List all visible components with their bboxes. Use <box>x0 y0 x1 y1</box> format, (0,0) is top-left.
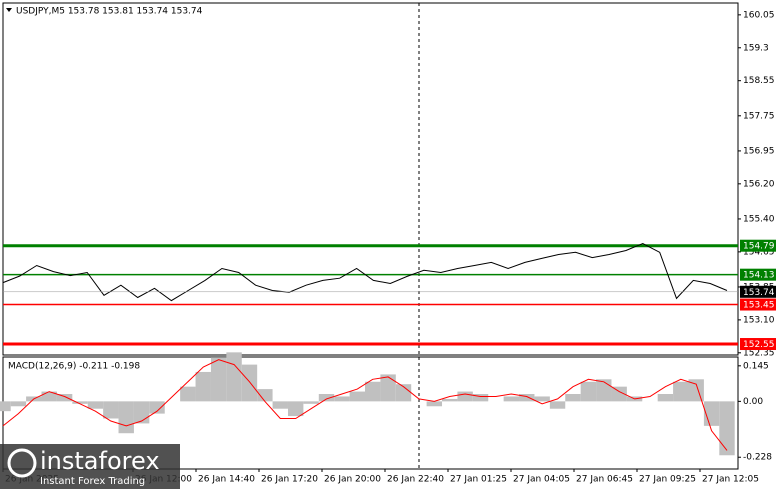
macd-bar <box>426 401 443 407</box>
macd-bar <box>149 401 165 414</box>
price-label: 152.55 <box>743 340 775 350</box>
macd-bar <box>180 386 196 402</box>
macd-bar <box>519 394 535 402</box>
y-tick-label: 154.65 <box>743 247 775 257</box>
x-tick-label: 26 Jan 22:40 <box>387 475 444 485</box>
y-tick-label: 156.95 <box>743 146 775 156</box>
macd-bar <box>380 374 396 402</box>
y-tick-label: 160.05 <box>743 10 775 20</box>
macd-bar <box>241 364 258 402</box>
y-tick-label: 152.35 <box>743 348 775 358</box>
macd-bar <box>118 401 134 434</box>
macd-bar <box>72 401 88 404</box>
x-tick-label: 27 Jan 01:25 <box>450 475 507 485</box>
chart-title: USDJPY,M5 153.78 153.81 153.74 153.74 <box>16 7 203 17</box>
x-tick-label: 27 Jan 04:05 <box>513 475 570 485</box>
price-label: 154.79 <box>743 242 775 252</box>
macd-bar <box>395 384 412 402</box>
macd-bar <box>257 389 273 402</box>
macd-bar <box>442 398 458 402</box>
macd-bar <box>673 381 689 402</box>
y-tick-label: -0.228 <box>743 453 772 463</box>
macd-bar <box>41 391 57 402</box>
macd-bar <box>457 391 473 402</box>
y-tick-label: 156.20 <box>743 179 775 189</box>
macd-bar <box>580 381 597 402</box>
watermark-tagline: Instant Forex Trading <box>40 476 145 487</box>
macd-bar <box>0 401 11 412</box>
price-label: 153.45 <box>743 301 775 311</box>
macd-bar <box>103 401 119 419</box>
x-tick-label: 27 Jan 09:25 <box>639 475 696 485</box>
price-label-box <box>740 268 776 281</box>
watermark: instaforex Instant Forex Trading <box>0 444 180 489</box>
macd-bar <box>56 394 73 402</box>
price-label-box <box>740 298 776 311</box>
macd-bar <box>349 391 365 402</box>
macd-bar <box>226 352 242 402</box>
macd-bar <box>195 371 211 402</box>
price-label: 154.13 <box>743 271 775 281</box>
macd-bar <box>303 401 319 404</box>
macd-bar <box>534 396 550 402</box>
macd-panel <box>2 356 739 470</box>
macd-bar <box>272 401 288 409</box>
y-tick-label: 157.75 <box>743 111 775 121</box>
macd-bar <box>10 401 27 407</box>
y-tick-label: 159.3 <box>743 43 769 53</box>
price-label-box <box>740 239 776 252</box>
y-tick-label: 153.10 <box>743 315 775 325</box>
x-tick-label: 26 Jan 14:40 <box>198 475 255 485</box>
watermark-brand: instaforex <box>40 447 160 475</box>
y-tick-label: 0.00 <box>743 397 763 407</box>
price-line <box>2 242 728 302</box>
macd-bar <box>611 386 627 402</box>
price-label-box <box>740 338 776 351</box>
macd-bar <box>133 401 150 424</box>
x-tick-label: 26 Jan 20:00 <box>324 475 381 485</box>
signal-line <box>2 359 728 451</box>
macd-bar <box>287 401 304 417</box>
macd-bar <box>318 394 335 402</box>
macd-bar <box>596 379 612 402</box>
watermark-logo <box>7 448 37 478</box>
macd-bar <box>719 401 735 456</box>
y-tick-label: 0.145 <box>743 361 769 371</box>
macd-title: MACD(12,26,9) -0.211 -0.198 <box>8 362 140 372</box>
y-tick-label: 155.40 <box>743 214 775 224</box>
macd-bar <box>87 401 104 409</box>
price-label: 153.74 <box>743 288 775 298</box>
x-tick-label: 26 Jan 17:20 <box>261 475 318 485</box>
x-tick-label: 27 Jan 06:45 <box>576 475 633 485</box>
macd-bar <box>210 357 227 402</box>
macd-bar <box>549 401 566 409</box>
macd-bar <box>365 381 381 402</box>
macd-bar <box>472 394 489 402</box>
macd-bar <box>334 396 350 402</box>
price-label-box <box>740 285 776 298</box>
macd-bar <box>657 394 674 402</box>
x-tick-label: 27 Jan 12:05 <box>702 475 759 485</box>
main-panel <box>2 2 739 356</box>
y-tick-label: 158.55 <box>743 76 775 86</box>
macd-bar <box>565 394 581 402</box>
title-arrow <box>6 8 12 12</box>
macd-bar <box>503 396 520 402</box>
